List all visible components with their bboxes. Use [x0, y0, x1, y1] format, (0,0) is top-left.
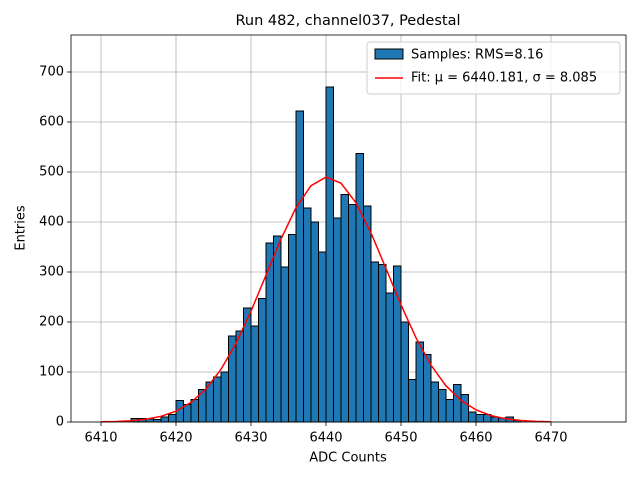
bar — [318, 251, 327, 423]
bar — [273, 235, 282, 423]
bar — [310, 221, 319, 423]
bar — [160, 416, 169, 423]
y-tick-label: 600 — [39, 115, 64, 130]
bar — [325, 86, 334, 423]
bar — [213, 376, 222, 423]
y-tick-label: 700 — [39, 65, 64, 80]
y-tick-label: 100 — [39, 365, 64, 380]
bar — [265, 242, 274, 423]
legend-swatch — [374, 48, 404, 60]
legend-label: Fit: μ = 6440.181, σ = 8.085 — [411, 71, 597, 86]
x-axis-label: ADC Counts — [309, 451, 387, 466]
legend: Samples: RMS=8.16 Fit: μ = 6440.181, σ = … — [366, 41, 621, 95]
y-tick-label: 400 — [39, 215, 64, 230]
bar — [348, 204, 357, 423]
bar — [438, 389, 447, 423]
bar — [490, 416, 499, 423]
bar — [340, 194, 349, 423]
bar — [400, 321, 409, 423]
bar — [250, 325, 259, 423]
bar — [385, 292, 394, 423]
bar — [235, 330, 244, 423]
bar — [468, 411, 477, 423]
y-tick-label: 0 — [56, 415, 64, 430]
axes: 6410 6420 6430 6440 6450 6460 6470 0 100 200 300 40… — [39, 34, 627, 446]
chart-title: Run 482, channel037, Pedestal — [235, 13, 460, 29]
bar — [183, 404, 192, 423]
legend-label: Samples: RMS=8.16 — [411, 48, 543, 63]
bar — [453, 384, 462, 423]
x-tick-label: 6440 — [309, 431, 342, 446]
bar — [370, 261, 379, 423]
y-tick-label: 200 — [39, 315, 64, 330]
x-tick-label: 6420 — [159, 431, 192, 446]
bar — [288, 234, 297, 423]
fit-line — [100, 176, 552, 423]
bar — [295, 110, 304, 423]
x-tick-label: 6450 — [384, 431, 417, 446]
y-tick-label: 500 — [39, 165, 64, 180]
legend-box — [366, 41, 621, 95]
bar — [258, 298, 267, 423]
bar — [303, 207, 312, 423]
x-tick-label: 6460 — [459, 431, 492, 446]
bar — [333, 217, 342, 423]
bar — [363, 205, 372, 423]
bar — [190, 399, 199, 423]
x-tick-label: 6410 — [84, 431, 117, 446]
bar — [168, 414, 177, 423]
bar — [280, 266, 289, 423]
bar — [355, 153, 364, 423]
y-axis-label: Entries — [14, 205, 29, 251]
y-tick-label: 300 — [39, 265, 64, 280]
bar — [408, 379, 417, 423]
x-tick-label: 6470 — [534, 431, 567, 446]
bar — [220, 371, 229, 423]
bar — [475, 414, 484, 423]
axes-frame — [70, 34, 627, 423]
bar — [378, 264, 387, 423]
x-tick-label: 6430 — [234, 431, 267, 446]
bar — [430, 381, 439, 423]
bar — [445, 399, 454, 423]
bar — [415, 341, 424, 423]
bar — [460, 394, 469, 423]
